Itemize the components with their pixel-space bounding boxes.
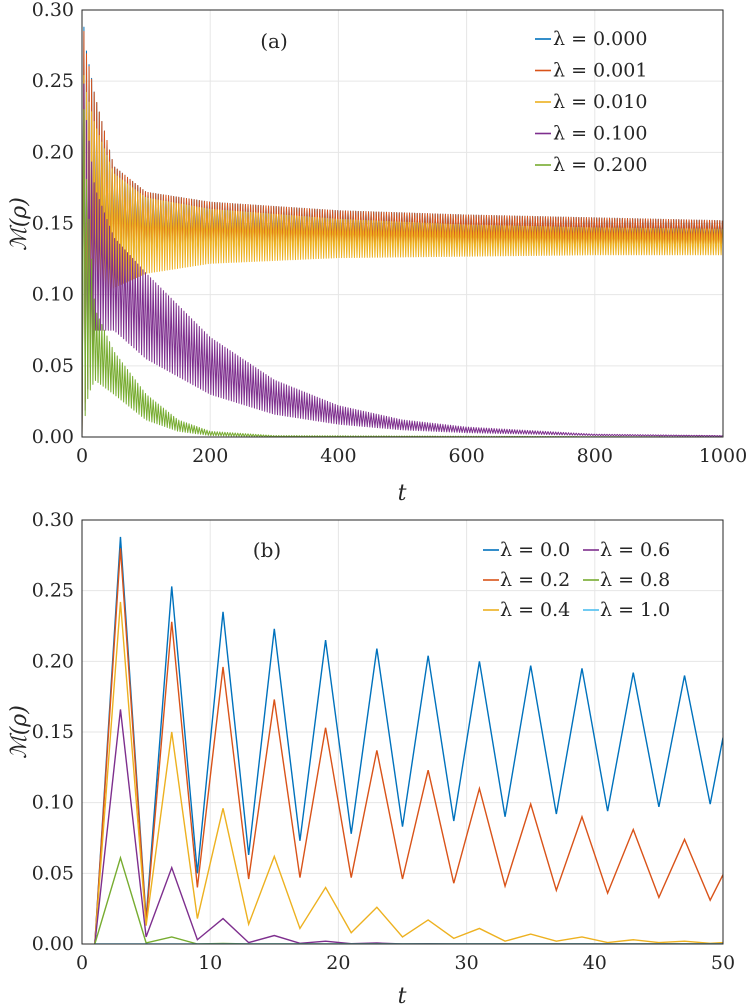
x-tick-label: 20 bbox=[326, 952, 350, 974]
x-tick-label: 0 bbox=[76, 952, 88, 974]
legend-entry: λ = 0.200 bbox=[553, 154, 647, 176]
legend-entry: λ = 0.8 bbox=[600, 569, 670, 591]
x-tick-label: 800 bbox=[577, 445, 613, 467]
series-line-a bbox=[82, 74, 723, 437]
panel-label-a: (a) bbox=[260, 29, 288, 53]
y-tick-label: 0.05 bbox=[32, 355, 74, 377]
y-tick-label: 0.30 bbox=[32, 0, 74, 21]
legend-entry: λ = 0.100 bbox=[553, 123, 647, 145]
chart-panel-a: 0.00 0.05 0.10 0.15 0.20 0.25 0.30 0 200 400 600 8… bbox=[7, 0, 747, 506]
y-tick-label: 0.10 bbox=[32, 284, 74, 306]
x-tick-label: 50 bbox=[711, 952, 735, 974]
x-tick-label: 400 bbox=[320, 445, 356, 467]
x-tick-labels-b: 0 10 20 30 40 50 bbox=[76, 952, 735, 974]
y-tick-label: 0.00 bbox=[32, 933, 74, 955]
y-tick-label: 0.05 bbox=[32, 862, 74, 884]
y-tick-label: 0.25 bbox=[32, 70, 74, 92]
x-tick-label: 600 bbox=[448, 445, 484, 467]
y-axis-label-a: ℳ(ρ) bbox=[7, 197, 32, 251]
x-tick-label: 200 bbox=[192, 445, 228, 467]
x-tick-label: 10 bbox=[198, 952, 222, 974]
legend-entry: λ = 0.0 bbox=[500, 539, 570, 561]
legend-entry: λ = 0.010 bbox=[553, 91, 647, 113]
series-line-a bbox=[82, 83, 723, 437]
y-tick-label: 0.15 bbox=[32, 213, 74, 235]
legend-a: λ = 0.000 λ = 0.001 λ = 0.010 λ = 0.100 λ = … bbox=[535, 28, 647, 176]
plot-area-a bbox=[82, 26, 723, 437]
axes-frame-a bbox=[81, 9, 724, 438]
x-tick-label: 1000 bbox=[699, 445, 747, 467]
y-tick-label: 0.00 bbox=[32, 426, 74, 448]
series-line-b bbox=[94, 855, 723, 944]
series-line-b bbox=[94, 536, 723, 944]
legend-entry: λ = 1.0 bbox=[600, 599, 670, 621]
series-line-b bbox=[94, 601, 723, 944]
panel-label-b: (b) bbox=[253, 538, 281, 562]
legend-entry: λ = 0.4 bbox=[500, 599, 570, 621]
y-tick-label: 0.15 bbox=[32, 721, 74, 743]
x-tick-label: 40 bbox=[583, 952, 607, 974]
x-axis-label-b: t bbox=[398, 984, 407, 1008]
y-tick-labels-b: 0.00 0.05 0.10 0.15 0.20 0.25 0.30 bbox=[32, 509, 74, 955]
x-tick-label: 30 bbox=[455, 952, 479, 974]
axes-frame-b bbox=[81, 519, 724, 945]
legend-b: λ = 0.0 λ = 0.2 λ = 0.4 λ = 0.6 λ = 0.8 λ = 1… bbox=[483, 539, 670, 621]
y-axis-label-b: ℳ(ρ) bbox=[7, 705, 32, 759]
legend-entry: λ = 0.001 bbox=[553, 60, 647, 82]
x-tick-labels-a: 0 200 400 600 800 1000 bbox=[76, 445, 747, 467]
series-line-b bbox=[94, 709, 723, 944]
y-tick-labels-a: 0.00 0.05 0.10 0.15 0.20 0.25 0.30 bbox=[32, 0, 74, 448]
legend-entry: λ = 0.000 bbox=[553, 28, 647, 50]
chart-panel-b: 0.00 0.05 0.10 0.15 0.20 0.25 0.30 0 10 20 30 40 50… bbox=[7, 509, 735, 1008]
y-tick-label: 0.25 bbox=[32, 580, 74, 602]
y-tick-label: 0.10 bbox=[32, 792, 74, 814]
legend-entry: λ = 0.2 bbox=[500, 569, 570, 591]
legend-entry: λ = 0.6 bbox=[600, 539, 670, 561]
y-tick-label: 0.20 bbox=[32, 650, 74, 672]
series-line-b bbox=[94, 548, 723, 944]
x-tick-label: 0 bbox=[76, 445, 88, 467]
y-tick-label: 0.20 bbox=[32, 141, 74, 163]
y-tick-label: 0.30 bbox=[32, 509, 74, 531]
x-axis-label-a: t bbox=[398, 481, 407, 506]
